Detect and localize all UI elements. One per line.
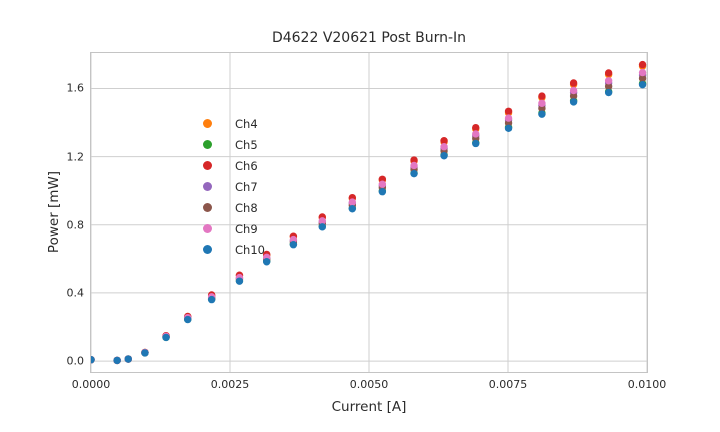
data-point-ch10 [184,315,192,324]
data-point-ch6 [604,69,613,77]
data-point-ch10 [207,295,216,304]
legend-item-ch6: Ch6 [202,155,265,176]
legend-marker-icon [203,245,212,254]
data-point-ch10 [235,277,244,285]
legend-marker-icon [203,224,212,233]
y-tick-label: 0.4 [66,286,85,300]
data-point-ch10 [440,152,448,160]
data-point-ch10 [141,349,149,357]
data-point-ch10 [604,88,613,97]
data-point-ch10 [318,223,326,231]
data-point-ch8 [569,92,578,100]
legend-label: Ch4 [235,116,258,131]
data-point-ch9 [472,130,480,138]
data-point-ch9 [440,143,448,151]
data-point-ch10 [538,110,546,118]
data-point-ch9 [638,68,647,77]
legend-marker-icon [203,203,212,212]
data-point-ch10 [262,258,271,266]
legend-marker-icon [203,182,212,191]
data-point-ch8 [538,104,546,113]
data-point-ch10 [162,333,170,342]
data-point-ch9 [410,161,418,170]
data-point-ch6 [472,123,480,132]
plot-area: Ch4 Ch5 Ch6 Ch7 Ch8 Ch9 Ch10 [90,52,648,373]
data-point-ch8 [604,82,613,91]
data-point-ch9 [348,198,357,206]
x-tick-label: 0.0050 [349,378,389,391]
data-point-ch9 [378,180,387,188]
legend-item-ch9: Ch9 [202,218,265,239]
x-tick-label: 0.0075 [488,378,528,391]
y-tick-label: 0.8 [66,218,85,232]
data-point-ch10 [638,80,647,89]
legend-item-ch5: Ch5 [202,134,265,155]
data-point-ch10 [472,139,480,148]
data-point-ch8 [638,74,647,83]
legend-label: Ch9 [235,221,258,236]
legend-item-ch7: Ch7 [202,176,265,197]
x-axis-label: Current [A] [331,399,407,415]
data-point-ch10 [91,356,95,364]
data-point-ch10 [378,188,387,196]
legend-marker-icon [203,119,212,128]
x-tick-label: 0.0025 [210,378,250,391]
y-axis-label: Power [mW] [46,170,62,254]
data-point-ch6 [638,60,647,69]
data-point-ch10 [289,241,298,249]
data-point-ch9 [538,99,546,107]
legend-item-ch8: Ch8 [202,197,265,218]
data-point-ch6 [504,107,513,115]
data-point-ch10 [348,205,357,213]
data-point-ch10 [504,124,513,133]
scatter-plot-canvas [91,53,647,372]
data-point-ch10 [124,355,132,363]
data-point-ch6 [538,92,546,100]
legend-label: Ch6 [235,158,258,173]
data-point-ch10 [410,169,418,178]
legend-label: Ch7 [235,179,258,194]
data-point-ch6 [440,137,448,145]
y-tick-label: 1.2 [66,150,85,164]
legend-label: Ch10 [235,242,265,257]
legend-marker-icon [203,161,212,170]
chart-title: D4622 V20621 Post Burn-In [271,30,467,46]
y-tick-label: 1.6 [66,81,85,95]
data-point-ch10 [113,356,121,365]
data-point-ch9 [289,235,298,244]
y-tick-label: 0.0 [66,354,85,368]
data-point-ch6 [410,156,418,164]
legend-item-ch10: Ch10 [202,239,265,260]
data-point-ch9 [318,217,326,225]
data-point-ch9 [604,77,613,85]
x-tick-label: 0.0000 [71,378,111,391]
legend-label: Ch8 [235,200,258,215]
legend-label: Ch5 [235,137,258,152]
data-point-ch9 [504,114,513,122]
data-point-ch10 [569,98,578,106]
legend-item-ch4: Ch4 [202,113,265,134]
data-point-ch6 [569,79,578,87]
x-tick-label: 0.0100 [627,378,667,391]
legend: Ch4 Ch5 Ch6 Ch7 Ch8 Ch9 Ch10 [202,113,265,260]
legend-marker-icon [203,140,212,149]
data-point-ch9 [569,86,578,95]
